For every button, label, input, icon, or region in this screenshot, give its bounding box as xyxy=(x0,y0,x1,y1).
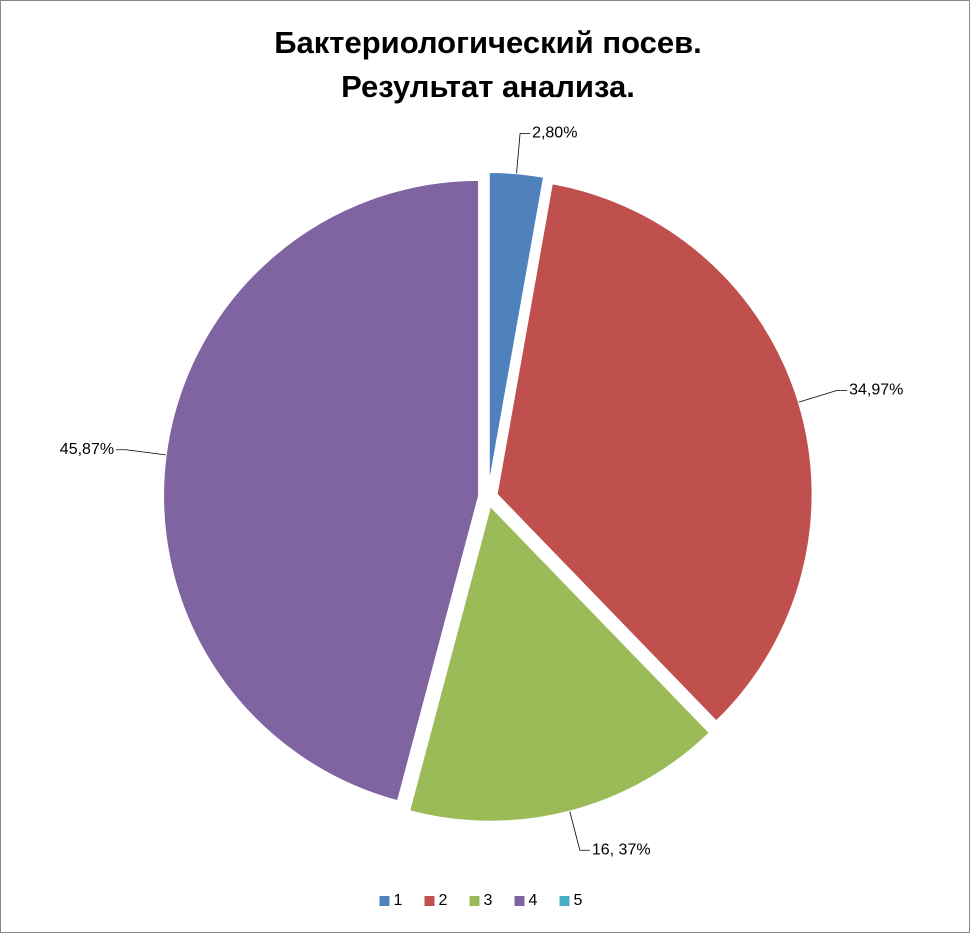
chart-title: Бактериологический посев. xyxy=(274,25,702,60)
data-label: 2,80% xyxy=(532,125,577,142)
legend-label: 4 xyxy=(529,892,538,909)
data-label: 16, 37% xyxy=(592,841,651,858)
legend-label: 5 xyxy=(574,892,583,909)
pie-slice xyxy=(407,503,712,823)
data-label: 34,97% xyxy=(849,382,903,399)
legend-swatch xyxy=(379,896,390,906)
leader-line xyxy=(798,389,848,403)
leader-line xyxy=(516,133,531,174)
legend-label: 3 xyxy=(484,892,493,909)
chart-title: Результат анализа. xyxy=(341,69,635,104)
data-label: 45,87% xyxy=(60,441,114,458)
pie-slice xyxy=(495,182,814,723)
legend-swatch xyxy=(559,896,570,906)
leader-line xyxy=(116,449,166,456)
legend-label: 1 xyxy=(394,892,403,909)
legend-swatch xyxy=(514,896,525,906)
legend-swatch xyxy=(424,896,435,906)
legend-label: 2 xyxy=(439,892,448,909)
leader-line xyxy=(569,811,590,851)
legend-swatch xyxy=(469,896,480,906)
